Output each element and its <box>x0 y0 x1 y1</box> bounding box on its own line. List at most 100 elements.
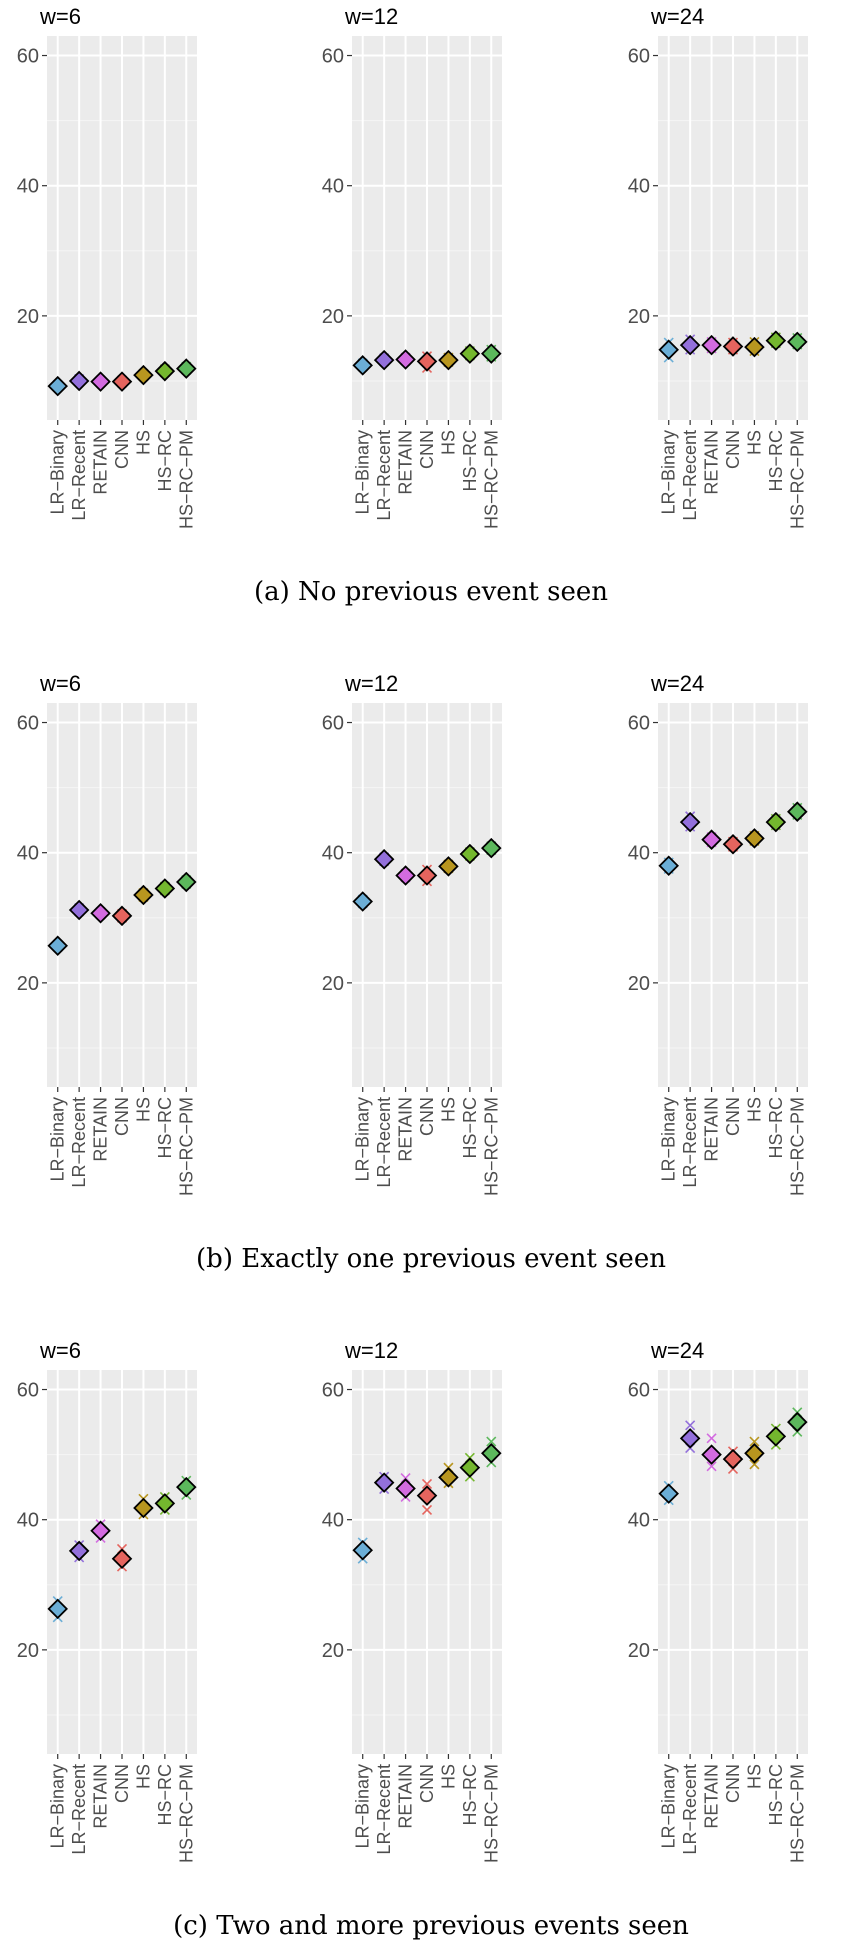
mean-marker <box>679 811 701 833</box>
x-tick-label: HS−RC−PM <box>481 430 501 529</box>
mean-marker <box>744 1443 765 1464</box>
run-marker <box>749 1459 760 1470</box>
run-marker <box>706 1433 717 1444</box>
x-tick-label: HS <box>438 1097 458 1122</box>
mean-marker <box>176 1476 197 1498</box>
mean-marker <box>787 331 808 353</box>
mean-marker <box>395 865 416 886</box>
x-tick-label: HS−RC <box>460 430 480 492</box>
panel-title: w=6 <box>39 4 81 29</box>
mean-marker <box>438 349 459 371</box>
x-tick-label: CNN <box>417 1097 437 1136</box>
mean-marker <box>438 1467 459 1488</box>
x-tick-label: HS−RC−PM <box>787 430 807 529</box>
y-tick-label: 20 <box>628 1640 650 1662</box>
mean-marker <box>481 343 502 364</box>
mean-marker <box>459 843 481 865</box>
mean-marker <box>111 371 133 392</box>
mean-marker <box>787 801 808 822</box>
figure-caption: (b) Exactly one previous event seen <box>196 1244 666 1274</box>
y-tick-label: 60 <box>322 46 344 68</box>
x-tick-label: CNN <box>723 1764 743 1803</box>
mean-marker <box>90 902 111 924</box>
panel-title: w=24 <box>650 671 704 696</box>
mean-marker <box>133 1497 154 1519</box>
mean-marker <box>154 360 176 382</box>
y-tick-label: 40 <box>17 843 39 865</box>
x-tick-label: LR−Binary <box>353 430 373 515</box>
mean-marker <box>765 330 787 351</box>
x-tick-label: LR−Recent <box>69 1097 89 1188</box>
mean-marker <box>133 884 154 906</box>
run-marker <box>749 1436 760 1447</box>
mean-marker <box>701 1444 722 1465</box>
y-tick-label: 60 <box>17 713 39 735</box>
mean-marker <box>176 358 197 379</box>
panel-title: w=12 <box>344 671 398 696</box>
x-tick-label: LR−Recent <box>680 430 700 521</box>
mean-marker <box>722 1448 744 1470</box>
x-tick-label: LR−Recent <box>374 1764 394 1855</box>
mean-marker <box>395 1478 416 1499</box>
x-tick-label: LR−Recent <box>69 1764 89 1855</box>
mean-marker <box>787 1411 808 1433</box>
mean-marker <box>765 1426 787 1447</box>
run-marker <box>400 1472 411 1484</box>
mean-marker <box>658 855 679 876</box>
x-tick-label: HS−RC−PM <box>176 1764 196 1863</box>
mean-marker <box>373 848 395 870</box>
mean-marker <box>416 1485 438 1506</box>
x-tick-label: LR−Binary <box>659 430 679 515</box>
y-tick-label: 60 <box>17 46 39 68</box>
mean-marker <box>416 351 438 372</box>
x-tick-label: LR−Binary <box>353 1097 373 1182</box>
mean-marker <box>722 336 744 357</box>
mean-marker <box>111 905 133 927</box>
run-marker <box>486 1436 497 1447</box>
x-tick-label: LR−Binary <box>659 1097 679 1182</box>
x-tick-label: HS <box>133 430 153 455</box>
y-tick-label: 60 <box>628 1380 650 1402</box>
y-tick-label: 60 <box>322 1380 344 1402</box>
y-tick-label: 40 <box>628 176 650 198</box>
mean-marker <box>47 375 68 397</box>
run-marker <box>685 1420 696 1431</box>
x-tick-label: HS <box>744 1764 764 1789</box>
x-tick-label: LR−Recent <box>680 1764 700 1855</box>
x-tick-label: HS−RC−PM <box>481 1764 501 1863</box>
x-tick-label: HS−RC <box>155 1097 175 1159</box>
y-tick-label: 40 <box>322 176 344 198</box>
x-tick-label: CNN <box>417 430 437 469</box>
mean-marker <box>722 833 744 855</box>
y-tick-label: 20 <box>17 1640 39 1662</box>
x-tick-label: LR−Recent <box>69 430 89 521</box>
mean-marker <box>481 1443 502 1464</box>
x-tick-label: CNN <box>112 430 132 469</box>
y-tick-label: 20 <box>628 973 650 995</box>
mean-marker <box>658 1483 679 1504</box>
x-tick-label: RETAIN <box>91 1764 111 1829</box>
mean-marker <box>765 811 787 833</box>
panel-title: w=12 <box>344 4 398 29</box>
mean-marker <box>352 355 373 376</box>
x-tick-label: HS <box>744 430 764 455</box>
y-tick-label: 40 <box>17 176 39 198</box>
y-tick-label: 40 <box>322 843 344 865</box>
x-tick-label: CNN <box>112 1097 132 1136</box>
mean-marker <box>658 339 679 360</box>
y-tick-label: 20 <box>322 1640 344 1662</box>
mean-marker <box>373 1472 395 1493</box>
panel-title: w=24 <box>650 4 704 29</box>
y-tick-label: 60 <box>628 46 650 68</box>
x-tick-label: CNN <box>112 1764 132 1803</box>
mean-marker <box>154 1493 176 1514</box>
